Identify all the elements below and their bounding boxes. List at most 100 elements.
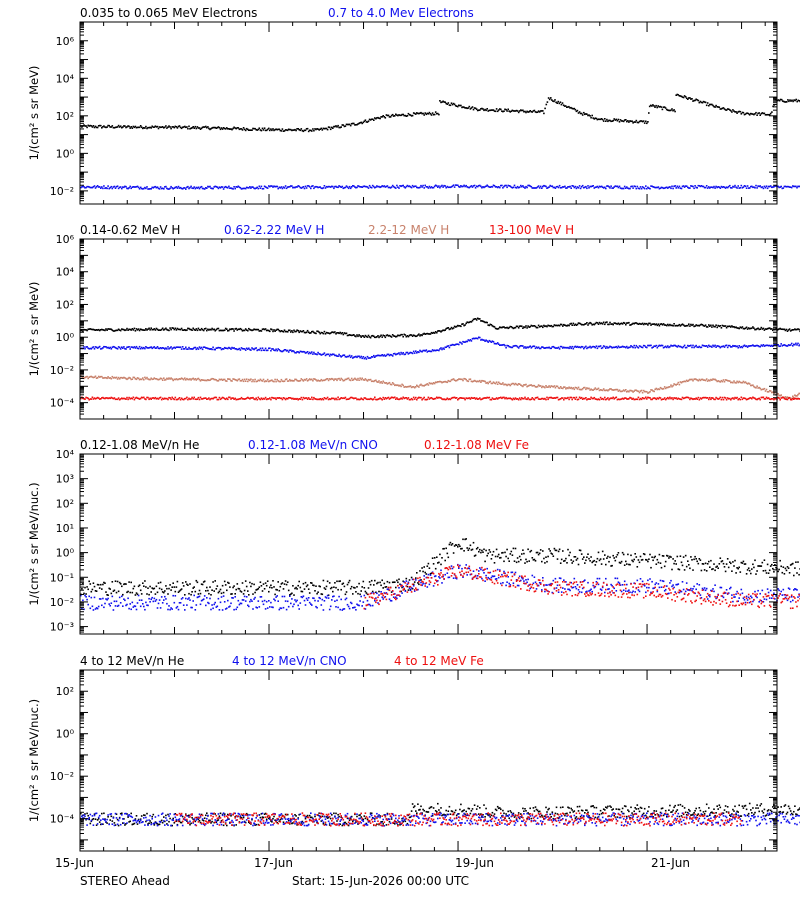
data-point — [106, 377, 108, 380]
data-point — [189, 328, 191, 331]
data-point — [422, 112, 424, 115]
data-point — [386, 185, 389, 187]
data-point — [97, 186, 100, 188]
data-point — [788, 397, 791, 399]
data-point — [718, 106, 721, 108]
data-point — [130, 126, 132, 128]
data-point — [694, 185, 696, 187]
data-point — [189, 583, 191, 585]
data-point — [704, 324, 707, 326]
data-point — [599, 118, 602, 121]
data-point — [695, 186, 697, 189]
data-point — [118, 329, 121, 331]
data-point — [190, 593, 192, 596]
data-point — [467, 339, 470, 341]
data-point — [319, 128, 321, 130]
data-point — [792, 345, 794, 347]
data-point — [472, 337, 475, 340]
data-point — [563, 386, 565, 388]
data-point — [314, 332, 316, 334]
data-point — [787, 397, 790, 399]
data-point — [732, 397, 734, 399]
data-point — [340, 332, 342, 335]
data-point — [761, 345, 764, 347]
data-point — [444, 185, 446, 187]
data-point — [424, 350, 426, 352]
data-point — [510, 383, 513, 386]
data-point — [611, 347, 613, 349]
data-point — [455, 343, 458, 345]
data-point — [622, 346, 625, 348]
data-point — [285, 378, 288, 380]
data-point — [86, 185, 88, 188]
data-point — [667, 323, 669, 326]
data-point — [631, 390, 633, 392]
data-point — [641, 346, 644, 349]
data-point — [361, 335, 363, 337]
data-point — [443, 184, 445, 187]
data-point — [358, 122, 360, 125]
data-point — [440, 331, 442, 333]
data-point — [599, 322, 602, 325]
data-point — [652, 323, 654, 325]
data-point — [581, 184, 584, 187]
data-point — [355, 335, 357, 338]
data-point — [253, 328, 255, 330]
data-point — [329, 398, 332, 401]
data-point — [140, 187, 143, 190]
data-point — [629, 324, 631, 326]
data-point — [720, 108, 723, 110]
data-point — [482, 397, 484, 400]
data-point — [353, 356, 355, 359]
data-point — [384, 397, 387, 399]
data-point — [539, 325, 542, 328]
data-point — [316, 128, 318, 130]
data-point — [622, 398, 625, 400]
data-point — [250, 378, 252, 380]
data-point — [207, 126, 209, 128]
data-point — [466, 107, 468, 110]
data-point — [426, 398, 429, 401]
data-point — [569, 323, 571, 325]
data-point — [206, 398, 208, 400]
data-point — [157, 187, 160, 190]
data-point — [241, 347, 244, 350]
data-point — [726, 325, 729, 328]
data-point — [572, 185, 575, 187]
data-point — [701, 185, 704, 188]
data-point — [420, 383, 422, 386]
data-point — [750, 384, 752, 387]
data-point — [474, 107, 477, 110]
data-point — [129, 398, 131, 400]
data-point — [464, 107, 466, 109]
data-point — [740, 345, 743, 348]
data-point — [524, 326, 526, 329]
data-point — [653, 323, 655, 325]
data-point — [293, 350, 295, 353]
series-brown — [80, 375, 800, 400]
data-point — [399, 384, 401, 387]
data-point — [326, 396, 329, 399]
data-point — [326, 332, 329, 334]
data-point — [576, 345, 579, 348]
data-point — [369, 119, 372, 121]
data-point — [134, 125, 137, 128]
data-point — [710, 398, 712, 401]
data-point — [255, 187, 257, 189]
data-point — [421, 112, 423, 115]
data-point — [283, 329, 286, 331]
data-point — [202, 397, 205, 400]
data-point — [677, 381, 680, 384]
data-point — [752, 113, 754, 115]
data-point — [533, 398, 536, 401]
data-point — [232, 378, 234, 380]
data-point — [203, 346, 206, 348]
data-point — [767, 114, 770, 116]
data-point — [117, 328, 120, 331]
data-point — [184, 125, 186, 128]
data-point — [694, 99, 696, 102]
data-point — [208, 127, 210, 130]
data-point — [593, 323, 596, 326]
data-point — [571, 324, 573, 326]
data-point — [139, 378, 142, 380]
